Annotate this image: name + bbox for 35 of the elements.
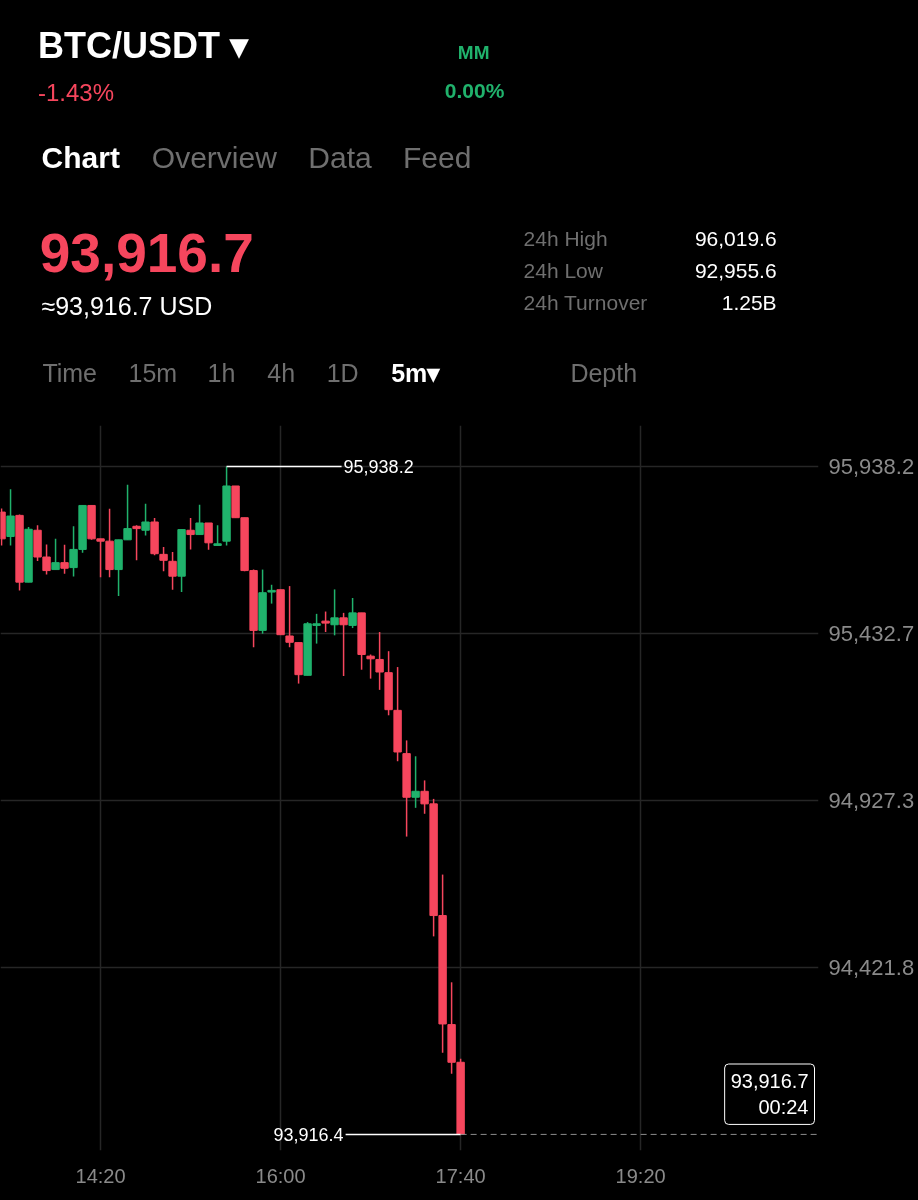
text: 0.00% <box>444 79 505 102</box>
annotation: 95,938.2 <box>343 456 414 477</box>
chart-subtitle: -1.43% <box>37 79 114 106</box>
annotation: 93,916.4 <box>273 1125 344 1146</box>
ref-line-label: 93,916.7 <box>730 1070 809 1093</box>
text: 15m <box>128 358 178 387</box>
text: Chart <box>41 141 120 174</box>
text: Time <box>42 358 98 387</box>
text: ≈93,916.7 USD <box>41 291 213 320</box>
x-tick-label: 16:00 <box>255 1164 306 1187</box>
text: 96,019.6 <box>694 226 777 250</box>
text: Data <box>308 141 372 174</box>
text: Overview <box>151 141 278 174</box>
text: Feed <box>402 141 472 174</box>
text: 4h <box>267 358 296 387</box>
text: 1h <box>207 358 236 387</box>
x-tick-label: 14:20 <box>75 1164 126 1187</box>
text: 24h High <box>523 227 608 250</box>
text: MM <box>457 42 490 63</box>
x-tick-label: 17:40 <box>435 1164 486 1187</box>
text: 24h Low <box>523 259 604 282</box>
text: 24h Turnover <box>523 291 648 314</box>
text: 92,955.6 <box>694 258 777 282</box>
chart-title: BTC/USDT ▾ <box>37 25 249 66</box>
text: 93,916.7 <box>39 221 254 284</box>
annotation: 00:24 <box>758 1096 809 1119</box>
y-tick-label: 94,421.8 <box>828 955 915 980</box>
text: Depth <box>570 358 638 387</box>
text: 5m▾ <box>391 358 442 387</box>
x-tick-label: 19:20 <box>615 1164 666 1187</box>
y-tick-label: 95,432.7 <box>828 620 915 646</box>
y-tick-label: 94,927.3 <box>828 787 915 813</box>
y-tick-label: 95,938.2 <box>828 453 915 479</box>
text: 1D <box>326 358 359 387</box>
text: 1.25B <box>721 291 777 314</box>
